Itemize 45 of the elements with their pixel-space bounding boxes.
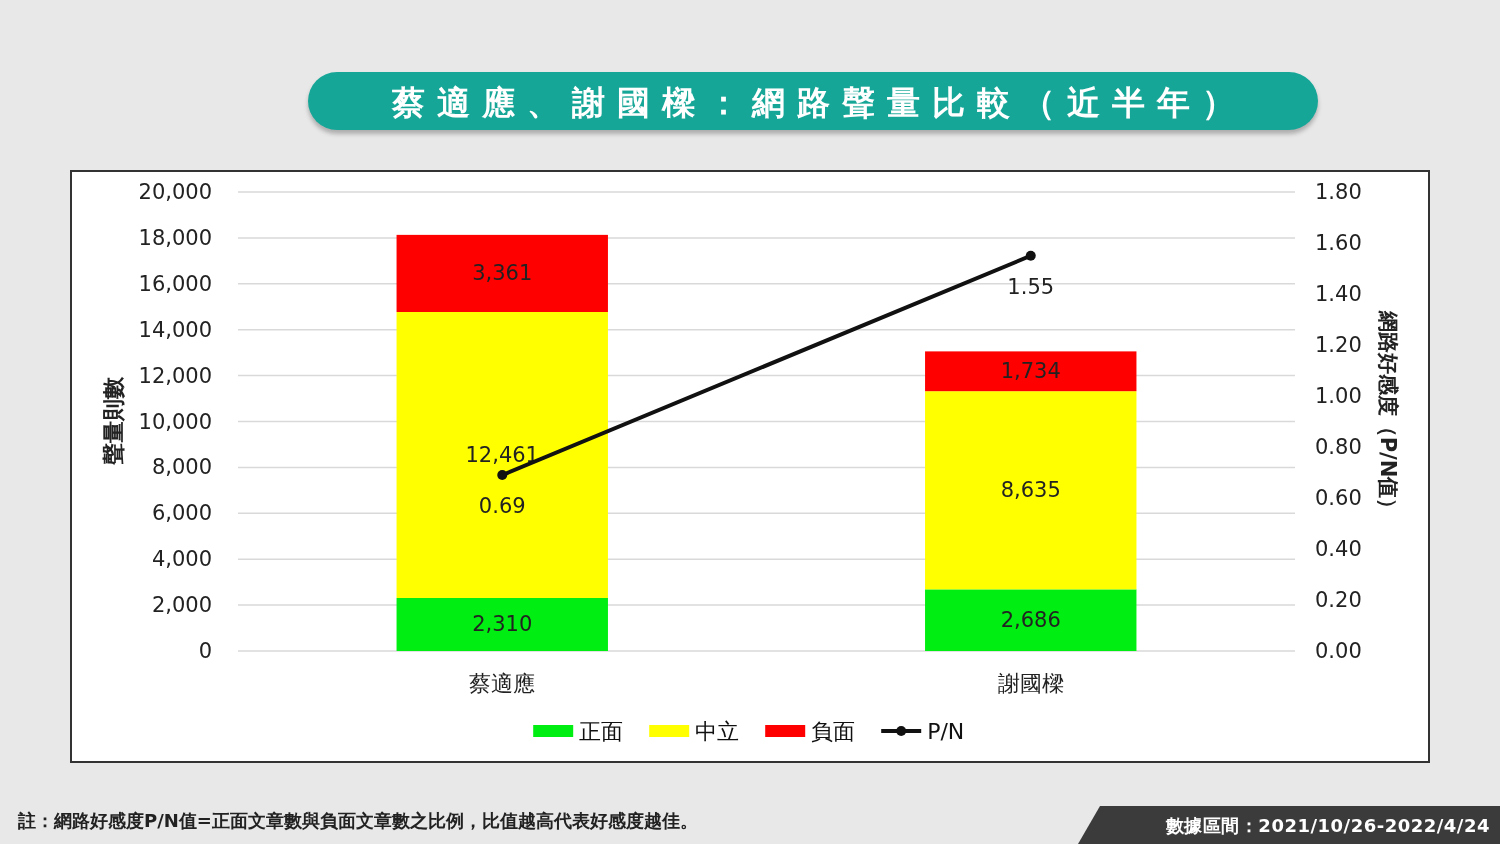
y2-tick-label: 1.60 [1315, 231, 1362, 255]
y2-tick-label: 0.20 [1315, 588, 1362, 612]
y2-tick-label: 0.00 [1315, 639, 1362, 663]
data-label: 1.55 [1007, 274, 1055, 299]
y2-tick-label: 0.60 [1315, 486, 1362, 510]
y-tick-label: 8,000 [151, 455, 212, 480]
legend-label: 負面 [811, 718, 856, 744]
y2-tick-label: 0.80 [1315, 435, 1362, 459]
y-tick-label: 2,000 [151, 593, 212, 618]
y-tick-label: 4,000 [151, 547, 212, 572]
y-tick-label: 16,000 [138, 271, 212, 296]
y-axis-title: 聲量則數 [100, 376, 126, 466]
bar [925, 351, 1137, 392]
bar [925, 589, 1137, 651]
y2-tick-label: 1.80 [1315, 180, 1362, 204]
y-tick-label: 18,000 [138, 225, 212, 250]
y2-tick-label: 0.40 [1315, 537, 1362, 561]
legend-label: P/N [927, 718, 965, 744]
y-tick-label: 12,000 [138, 363, 212, 388]
x-tick-label: 蔡適應 [469, 670, 536, 696]
y2-axis-title: 網路好感度（P/N值） [1376, 309, 1400, 520]
data-label: 2,686 [1000, 608, 1061, 633]
y2-tick-label: 1.40 [1315, 282, 1362, 306]
data-label: 8,635 [1000, 478, 1061, 503]
y-tick-label: 6,000 [151, 501, 212, 526]
bar [396, 597, 608, 651]
data-label: 2,310 [472, 612, 533, 637]
legend-label: 中立 [695, 718, 740, 744]
chart-title: 蔡適應、謝國樑：網路聲量比較（近半年） [390, 82, 1247, 122]
bar [396, 234, 608, 313]
x-tick-label: 謝國樑 [997, 670, 1064, 696]
y-tick-label: 14,000 [138, 317, 212, 342]
y2-tick-label: 1.00 [1315, 384, 1362, 408]
text: 數據區間：2021/10/26-2022/4/24 [1164, 814, 1490, 836]
y-tick-label: 0 [198, 639, 212, 663]
text: 註：網路好感度P/N值=正面文章數與負面文章數之比例，比值越高代表好感度越佳。 [17, 809, 698, 831]
legend-label: 正面 [579, 718, 624, 744]
data-label: 3,361 [472, 261, 533, 286]
data-label: 12,461 [465, 443, 539, 467]
y-tick-label: 10,000 [138, 409, 212, 434]
y-tick-label: 20,000 [138, 180, 212, 204]
data-label: 0.69 [478, 494, 526, 519]
data-label: 1,734 [1000, 359, 1061, 384]
y2-tick-label: 1.20 [1315, 333, 1362, 357]
bar [925, 391, 1137, 590]
